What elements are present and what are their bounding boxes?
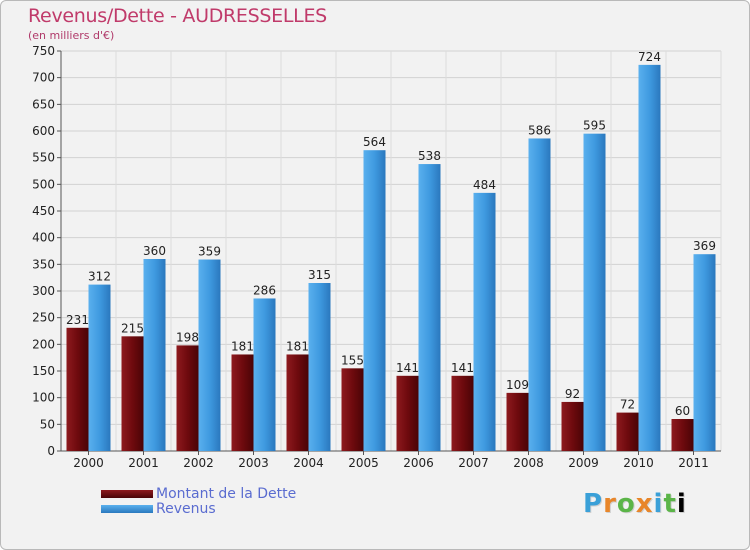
data-label-debt: 181 <box>286 339 309 353</box>
bar-revenue <box>473 192 496 451</box>
y-tick-label: 150 <box>32 364 55 378</box>
data-label-debt: 231 <box>66 313 89 327</box>
data-label-debt: 92 <box>565 387 580 401</box>
data-label-revenue: 360 <box>143 244 166 258</box>
y-tick-label: 750 <box>32 44 55 58</box>
data-label-debt: 60 <box>675 404 690 418</box>
chart-title: Revenus/Dette - AUDRESSELLES <box>28 5 327 27</box>
logo-letter: i <box>653 489 664 519</box>
x-tick-label: 2003 <box>238 456 269 470</box>
data-label-debt: 198 <box>176 330 199 344</box>
bar-debt <box>671 419 694 451</box>
bar-revenue <box>418 164 441 452</box>
x-tick-label: 2002 <box>183 456 214 470</box>
y-tick-label: 200 <box>32 337 55 351</box>
bar-debt <box>176 345 199 451</box>
data-label-debt: 109 <box>506 378 529 392</box>
data-label-revenue: 315 <box>308 268 331 282</box>
bar-debt <box>341 368 364 451</box>
data-label-debt: 72 <box>620 398 635 412</box>
data-label-debt: 141 <box>451 361 474 375</box>
data-label-revenue: 312 <box>88 270 111 284</box>
x-tick-label: 2000 <box>73 456 104 470</box>
logo-letter: o <box>616 489 636 519</box>
legend-label-debt: Montant de la Dette <box>156 486 297 502</box>
axis-layer: 0 50 100 150 200 250 300 350 400 450 500 550 600 650 7… <box>32 44 721 470</box>
bar-revenue <box>363 150 386 451</box>
logo-letter: i <box>676 489 687 519</box>
x-tick-label: 2001 <box>128 456 159 470</box>
bar-revenue <box>88 284 111 451</box>
data-label-revenue: 564 <box>363 135 386 149</box>
y-tick-label: 300 <box>32 284 55 298</box>
bar-debt <box>396 375 419 451</box>
bar-layer <box>66 64 716 452</box>
data-label-debt: 181 <box>231 339 254 353</box>
bar-debt <box>451 375 474 451</box>
data-label-revenue: 724 <box>638 50 661 64</box>
x-tick-label: 2010 <box>623 456 654 470</box>
legend-swatch-debt <box>101 490 153 498</box>
data-label-revenue: 484 <box>473 178 496 192</box>
y-tick-label: 50 <box>40 417 55 431</box>
logo-letter: x <box>635 489 654 519</box>
y-tick-label: 600 <box>32 124 55 138</box>
data-label-debt: 215 <box>121 321 144 335</box>
y-tick-label: 350 <box>32 257 55 271</box>
data-label-revenue: 538 <box>418 149 441 163</box>
logo-letter: P <box>583 489 604 519</box>
x-tick-label: 2006 <box>403 456 434 470</box>
bar-revenue <box>638 64 661 451</box>
x-tick-label: 2004 <box>293 456 324 470</box>
data-label-debt: 141 <box>396 361 419 375</box>
chart-subtitle: (en milliers d'€) <box>28 29 115 42</box>
bar-revenue <box>528 138 551 451</box>
bar-debt <box>66 327 89 451</box>
y-tick-label: 250 <box>32 311 55 325</box>
bar-debt <box>231 354 254 451</box>
x-tick-label: 2005 <box>348 456 379 470</box>
bar-debt <box>561 401 584 451</box>
bar-debt <box>286 354 309 451</box>
y-tick-label: 100 <box>32 391 55 405</box>
logo-letter: r <box>603 489 617 519</box>
y-tick-label: 0 <box>47 444 55 458</box>
data-label-revenue: 595 <box>583 119 606 133</box>
data-label-revenue: 359 <box>198 245 221 259</box>
y-tick-label: 700 <box>32 71 55 85</box>
bar-debt <box>616 412 639 451</box>
proxiti-logo: Proxiti <box>583 489 687 519</box>
bar-revenue <box>583 133 606 451</box>
legend-swatch-revenue <box>101 505 153 513</box>
label-layer: 231 312 215 360 198 359 181 286 181 315 155 564 141 5… <box>66 50 716 418</box>
x-tick-label: 2009 <box>568 456 599 470</box>
y-tick-label: 550 <box>32 151 55 165</box>
y-tick-label: 650 <box>32 97 55 111</box>
data-label-revenue: 586 <box>528 123 551 137</box>
legend-label-revenue: Revenus <box>156 501 216 517</box>
data-label-debt: 155 <box>341 353 364 367</box>
grid-layer <box>60 50 722 452</box>
bar-revenue <box>198 259 221 451</box>
y-tick-label: 450 <box>32 204 55 218</box>
data-label-revenue: 286 <box>253 283 276 297</box>
bar-revenue <box>693 254 716 451</box>
bar-debt <box>121 336 144 451</box>
bar-revenue <box>308 283 331 451</box>
bar-revenue <box>143 259 166 451</box>
logo-letter: t <box>663 489 677 519</box>
x-tick-label: 2007 <box>458 456 489 470</box>
x-tick-label: 2008 <box>513 456 544 470</box>
x-tick-label: 2011 <box>678 456 709 470</box>
y-tick-label: 500 <box>32 177 55 191</box>
bar-revenue <box>253 298 276 451</box>
data-label-revenue: 369 <box>693 239 716 253</box>
bar-debt <box>506 392 529 451</box>
y-tick-label: 400 <box>32 231 55 245</box>
